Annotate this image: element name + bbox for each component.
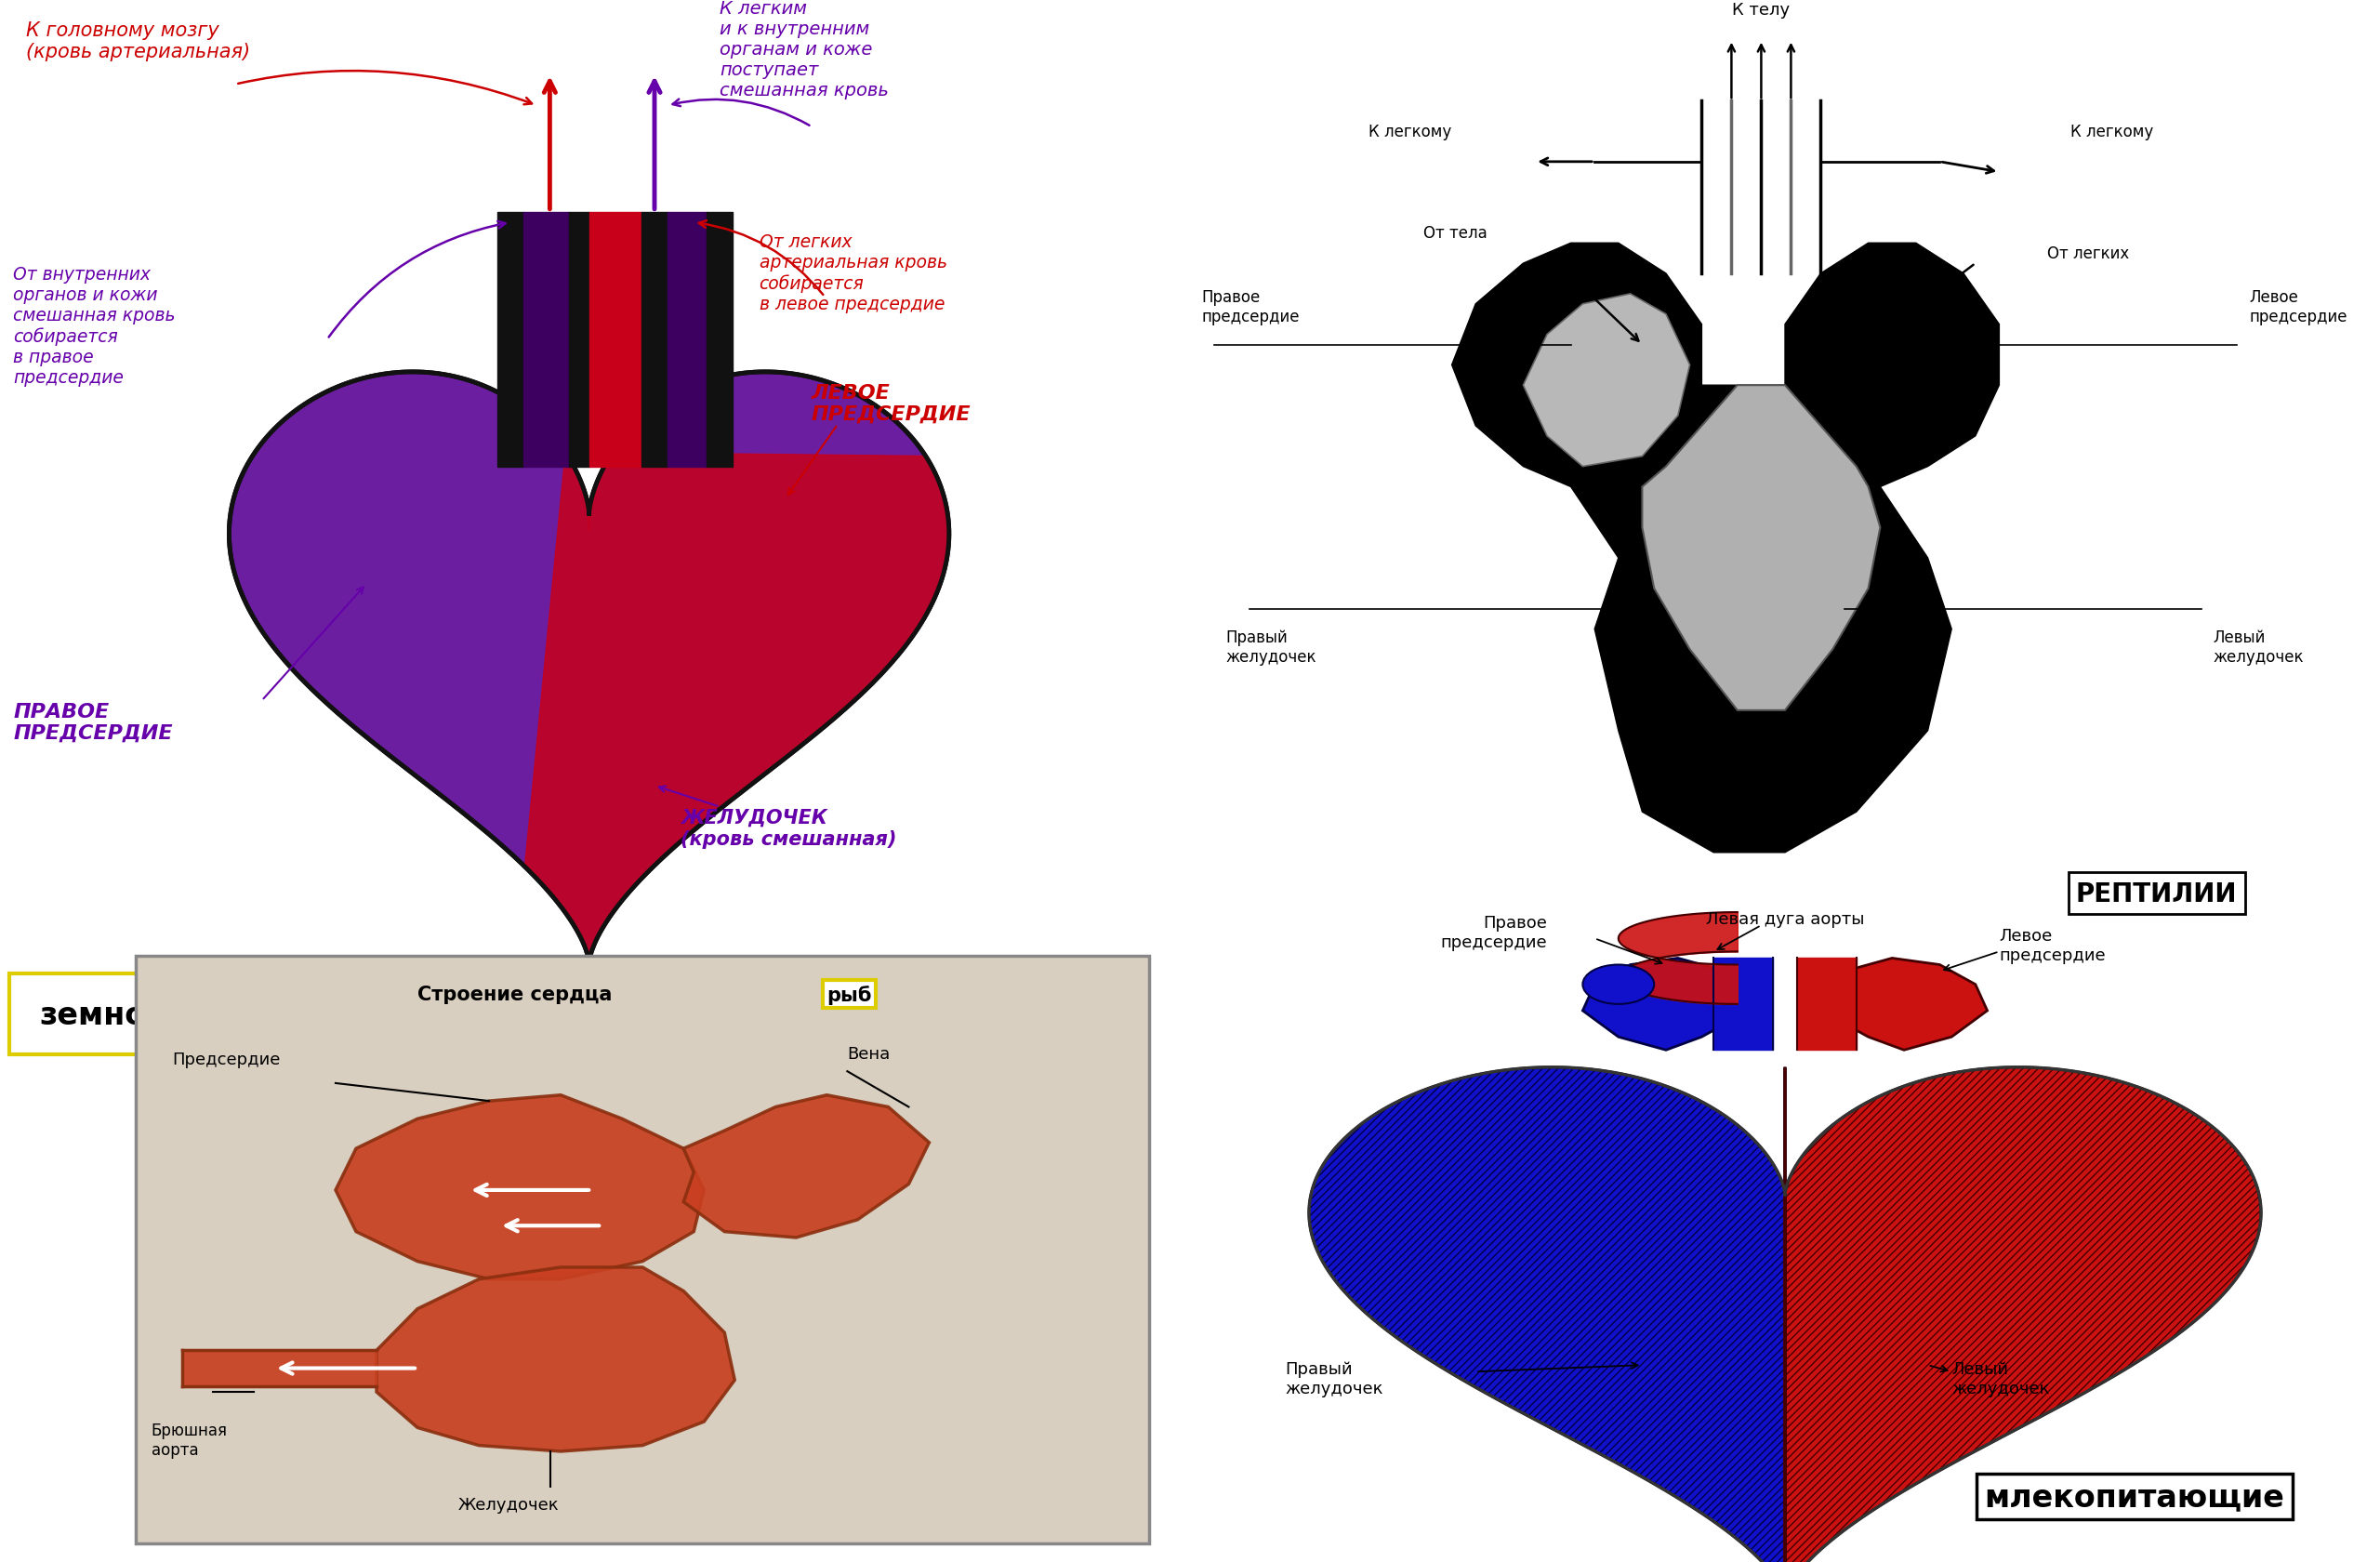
Polygon shape bbox=[683, 1095, 928, 1237]
Text: К легким
и к внутренним
органам и коже
поступает
смешанная кровь: К легким и к внутренним органам и коже п… bbox=[719, 0, 890, 100]
Text: От легких: От легких bbox=[2047, 245, 2128, 262]
Text: Левый
желудочек: Левый желудочек bbox=[1952, 1361, 2049, 1396]
Text: ЛЕВОЕ
ПРЕДСЕРДИЕ: ЛЕВОЕ ПРЕДСЕРДИЕ bbox=[812, 384, 971, 423]
Text: Левый
желудочек: Левый желудочек bbox=[2213, 629, 2304, 665]
Text: Правый
желудочек: Правый желудочек bbox=[1226, 629, 1316, 665]
Polygon shape bbox=[336, 1095, 704, 1279]
Text: Левое
предсердие: Левое предсердие bbox=[1999, 928, 2106, 964]
Text: Левое
предсердие: Левое предсердие bbox=[2249, 289, 2347, 325]
Text: Правое
предсердие: Правое предсердие bbox=[1202, 289, 1299, 325]
Text: К головному мозгу
(кровь артериальная): К головному мозгу (кровь артериальная) bbox=[26, 22, 250, 61]
Text: Желудочек: Желудочек bbox=[459, 1496, 559, 1514]
Text: К телу: К телу bbox=[1733, 2, 1790, 19]
Text: РЕПТИЛИИ: РЕПТИЛИИ bbox=[2075, 881, 2237, 906]
Polygon shape bbox=[1785, 1067, 2261, 1562]
FancyBboxPatch shape bbox=[10, 975, 383, 1054]
Text: земноводные: земноводные bbox=[38, 1000, 283, 1029]
Polygon shape bbox=[1583, 959, 1749, 1050]
Text: К легкому: К легкому bbox=[2071, 123, 2154, 141]
Text: От легких
артериальная кровь
собирается
в левое предсердие: От легких артериальная кровь собирается … bbox=[759, 234, 947, 314]
Text: От тела: От тела bbox=[1423, 225, 1488, 242]
Polygon shape bbox=[1642, 386, 1880, 711]
Polygon shape bbox=[524, 453, 950, 964]
Polygon shape bbox=[1571, 386, 1952, 853]
Polygon shape bbox=[228, 372, 950, 964]
Text: Строение сердца: Строение сердца bbox=[416, 986, 619, 1004]
Text: Правый
желудочек: Правый желудочек bbox=[1285, 1361, 1383, 1396]
Polygon shape bbox=[376, 1267, 735, 1451]
Text: Предсердие: Предсердие bbox=[171, 1051, 281, 1068]
FancyBboxPatch shape bbox=[136, 956, 1150, 1543]
Text: Правое
предсердие: Правое предсердие bbox=[1440, 914, 1547, 950]
Circle shape bbox=[1583, 965, 1654, 1004]
Text: Левая дуга аорты: Левая дуга аорты bbox=[1706, 911, 1864, 928]
Polygon shape bbox=[1309, 1067, 1785, 1562]
Text: ЖЕЛУДОЧЕК
(кровь смешанная): ЖЕЛУДОЧЕК (кровь смешанная) bbox=[681, 809, 897, 848]
Text: К легкому: К легкому bbox=[1368, 123, 1452, 141]
Text: Брюшная
аорта: Брюшная аорта bbox=[152, 1421, 228, 1457]
Polygon shape bbox=[1452, 244, 1702, 487]
Text: Вена: Вена bbox=[847, 1045, 890, 1062]
Polygon shape bbox=[1523, 294, 1690, 467]
Text: От внутренних
органов и кожи
смешанная кровь
собирается
в правое
предсердие: От внутренних органов и кожи смешанная к… bbox=[14, 266, 176, 386]
Polygon shape bbox=[1785, 244, 1999, 487]
Text: рыб: рыб bbox=[826, 984, 871, 1004]
Text: млекопитающие: млекопитающие bbox=[1985, 1481, 2285, 1512]
Text: ПРАВОЕ
ПРЕДСЕРДИЕ: ПРАВОЕ ПРЕДСЕРДИЕ bbox=[14, 703, 174, 742]
Polygon shape bbox=[1821, 959, 1987, 1050]
